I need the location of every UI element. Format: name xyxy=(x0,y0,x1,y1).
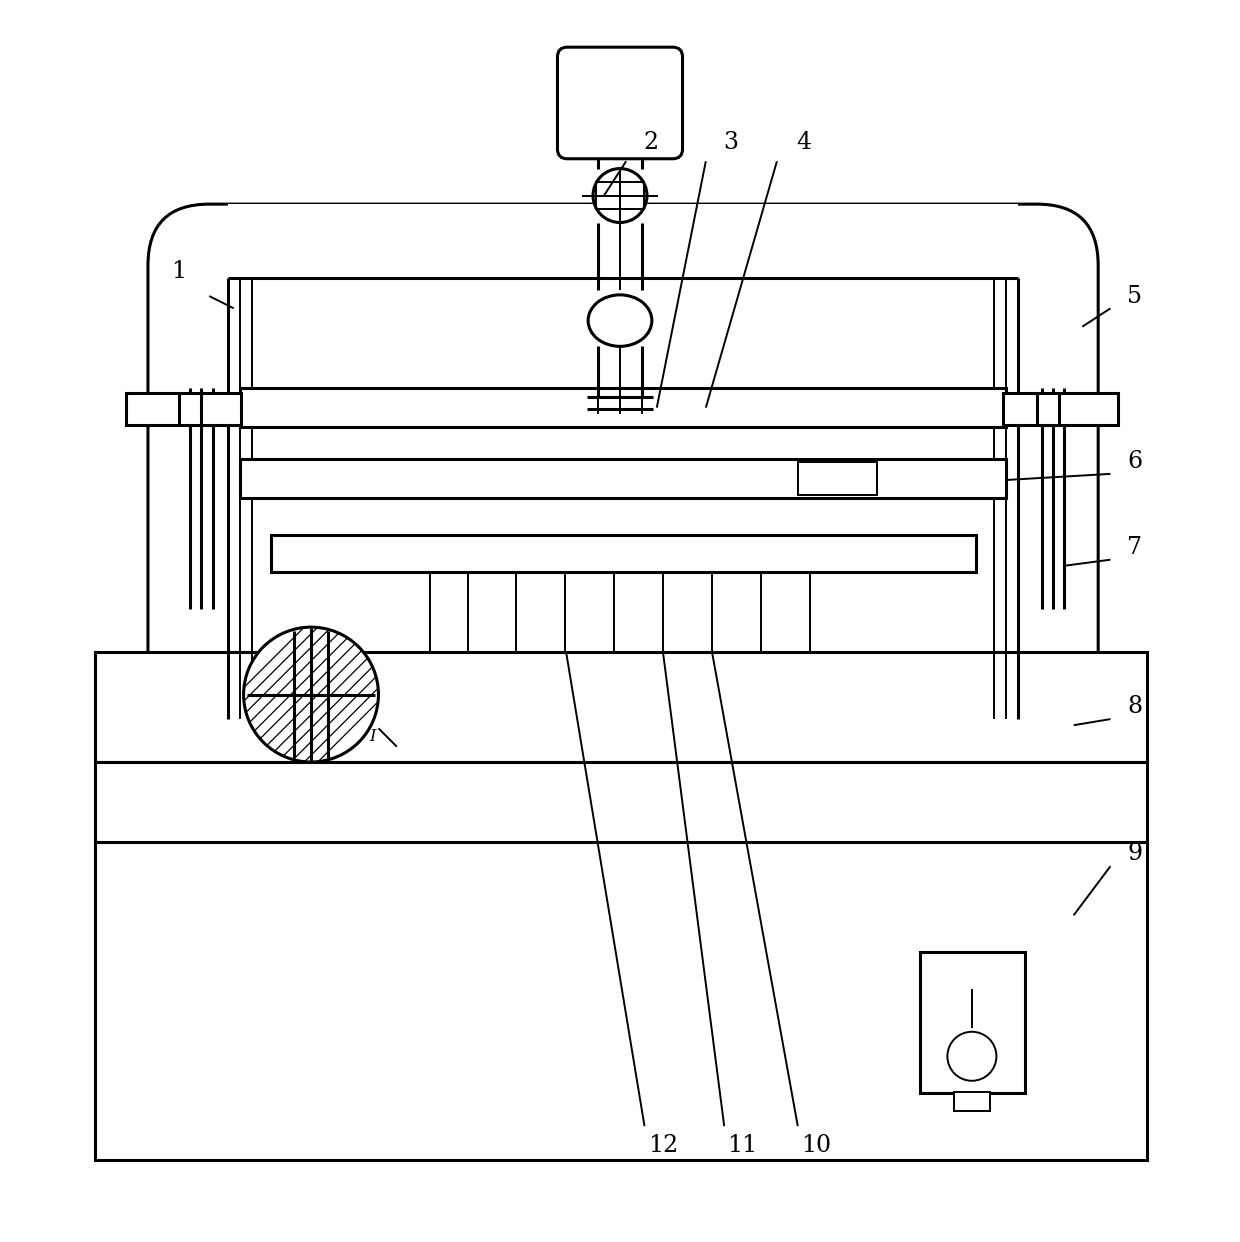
Bar xyxy=(239,388,1006,427)
Bar xyxy=(126,392,241,425)
Text: 8: 8 xyxy=(1127,696,1142,718)
Circle shape xyxy=(243,627,378,763)
Bar xyxy=(920,953,1024,1093)
Bar xyxy=(228,204,1018,278)
Bar xyxy=(797,462,878,494)
Text: 11: 11 xyxy=(728,1134,758,1158)
Text: 9: 9 xyxy=(1127,842,1142,866)
Text: 2: 2 xyxy=(644,132,658,154)
Text: 12: 12 xyxy=(647,1134,678,1158)
Text: 10: 10 xyxy=(801,1134,831,1158)
Circle shape xyxy=(593,169,647,222)
FancyBboxPatch shape xyxy=(558,47,682,159)
Bar xyxy=(239,460,1006,498)
Bar xyxy=(1003,392,1117,425)
Text: 4: 4 xyxy=(796,132,811,154)
Ellipse shape xyxy=(588,294,652,347)
Bar xyxy=(95,763,1147,1160)
Text: 7: 7 xyxy=(1127,537,1142,559)
Text: I: I xyxy=(370,728,376,745)
Bar xyxy=(270,535,976,573)
Bar xyxy=(595,183,645,209)
Text: 1: 1 xyxy=(171,260,186,283)
Text: 3: 3 xyxy=(723,132,738,154)
Bar xyxy=(95,652,1147,763)
Circle shape xyxy=(947,1032,997,1081)
Text: 6: 6 xyxy=(1127,450,1142,473)
Bar xyxy=(954,1092,991,1112)
Text: 5: 5 xyxy=(1127,284,1142,308)
